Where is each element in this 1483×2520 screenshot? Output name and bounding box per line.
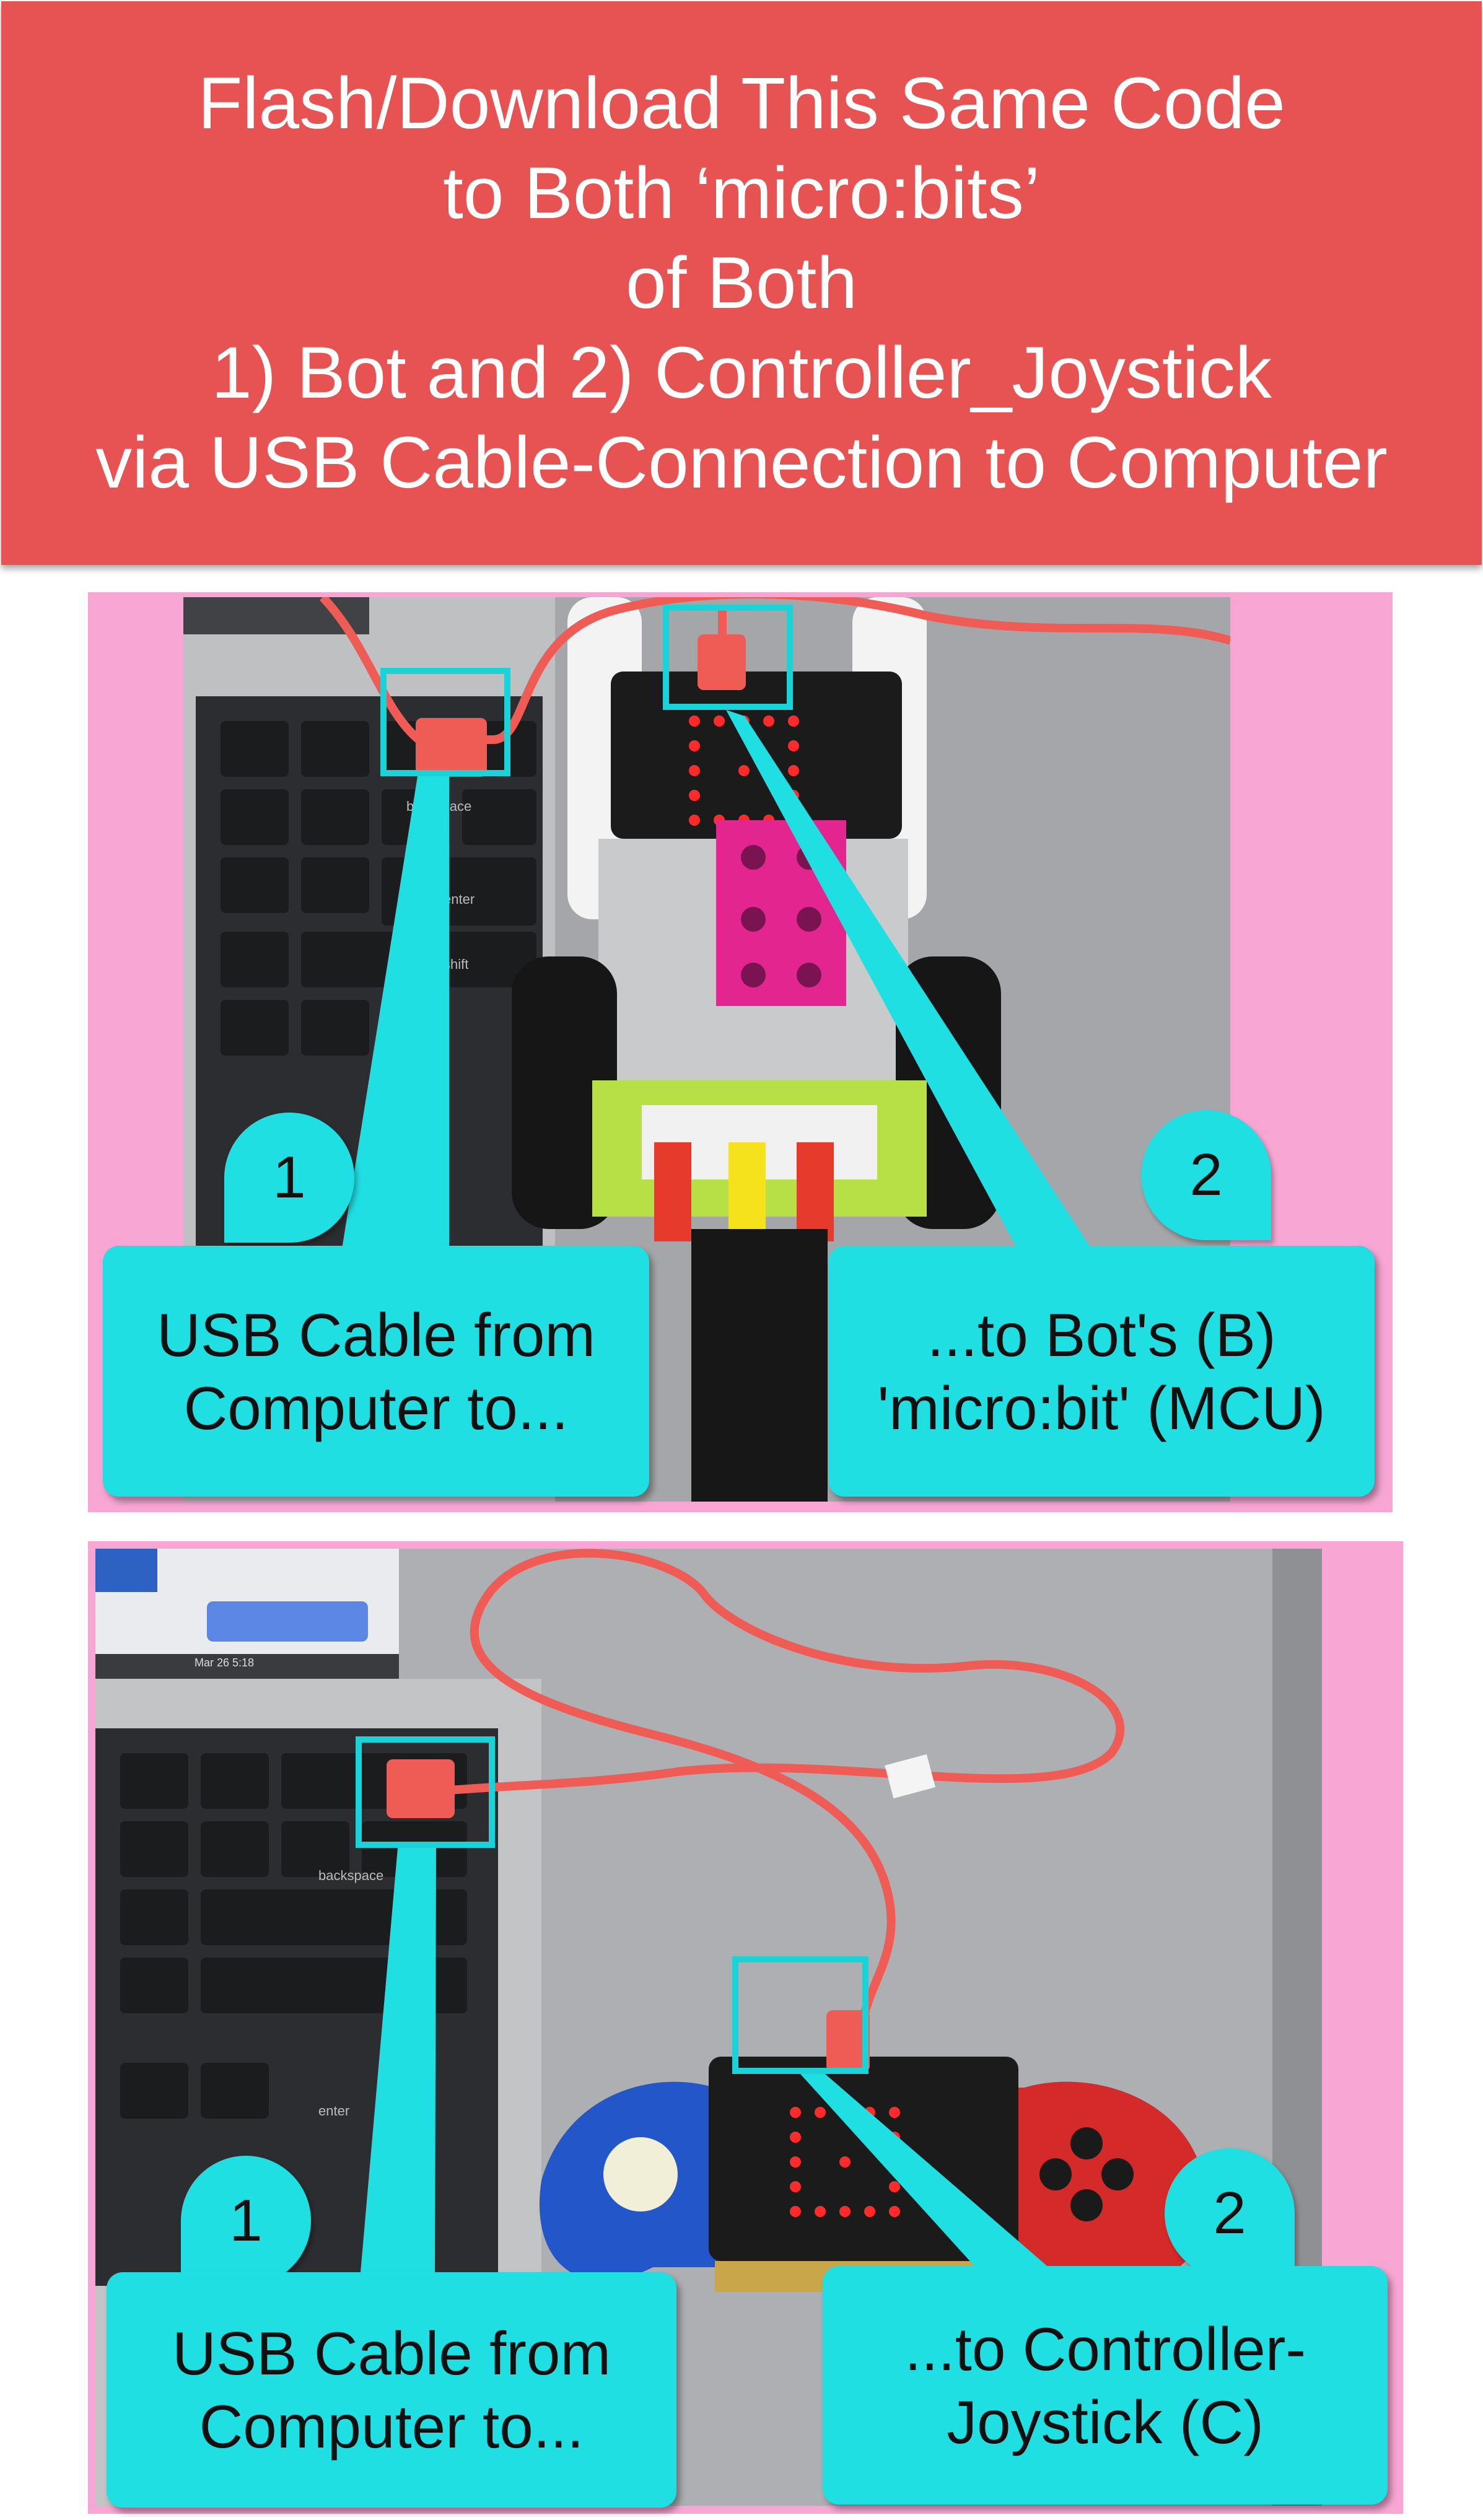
- bot-callout-right-line2: 'micro:bit' (MCU): [877, 1373, 1326, 1442]
- controller-callout-joystick: ...to Controller- Joystick (C): [823, 2266, 1388, 2505]
- bot-step-2-number: 2: [1189, 1142, 1223, 1208]
- controller-step-2-bubble: 2: [1165, 2148, 1295, 2278]
- banner-line-3: of Both: [626, 242, 857, 324]
- bot-callout-microbit: ...to Bot's (B) 'micro:bit' (MCU): [828, 1246, 1375, 1497]
- key-enter-label-2: enter: [318, 2103, 349, 2119]
- bot-step-1-bubble: 1: [224, 1113, 354, 1243]
- banner-line-2: to Both ‘micro:bits’: [443, 152, 1040, 234]
- bot-callout-pointers: [342, 710, 1091, 1249]
- bot-callout-usb-cable: USB Cable from Computer to...: [103, 1246, 649, 1497]
- controller-callout-right-line1: ...to Controller-: [904, 2314, 1306, 2383]
- laptop-usb-port-highlight: [380, 668, 510, 776]
- bot-callout-right-line1: ...to Bot's (B): [927, 1300, 1276, 1369]
- title-banner: Flash/Download This Same Code to Both ‘m…: [1, 1, 1482, 565]
- bot-photo: backspace enter shift: [183, 597, 1230, 1502]
- banner-line-4: 1) Bot and 2) Controller_Joystick: [211, 331, 1272, 414]
- controller-callout-left-line1: USB Cable from: [172, 2319, 611, 2387]
- bot-callout-left-line2: Computer to...: [183, 1373, 569, 1442]
- controller-panel: Mar 26 5:18 backspace enter: [88, 1541, 1403, 2514]
- bot-photo-drawing: backspace enter shift: [183, 597, 1230, 1502]
- key-backspace-label-2: backspace: [318, 1868, 383, 1883]
- laptop-status-text: Mar 26 5:18: [195, 1656, 254, 1669]
- controller-callout-left-line2: Computer to...: [199, 2392, 584, 2461]
- controller-step-1-number: 1: [229, 2187, 263, 2254]
- laptop-usb-port-highlight-2: [356, 1736, 495, 1848]
- bot-microbit-usb-highlight: [663, 605, 793, 710]
- controller-callout-pointers: [361, 1848, 1054, 2272]
- bot-panel: backspace enter shift: [88, 592, 1393, 1512]
- controller-microbit-usb-highlight: [732, 1956, 868, 2074]
- controller-callout-right-line2: Joystick (C): [947, 2387, 1264, 2456]
- bot-step-2-bubble: 2: [1141, 1110, 1271, 1240]
- banner-line-1: Flash/Download This Same Code: [198, 62, 1285, 144]
- controller-step-1-bubble: 1: [181, 2156, 311, 2286]
- banner-line-5: via USB Cable-Connection to Computer: [95, 421, 1388, 504]
- controller-callout-usb-cable: USB Cable from Computer to...: [107, 2272, 676, 2508]
- bot-step-1-number: 1: [273, 1144, 306, 1210]
- bot-callout-left-line1: USB Cable from: [156, 1300, 595, 1369]
- controller-step-2-number: 2: [1213, 2180, 1246, 2246]
